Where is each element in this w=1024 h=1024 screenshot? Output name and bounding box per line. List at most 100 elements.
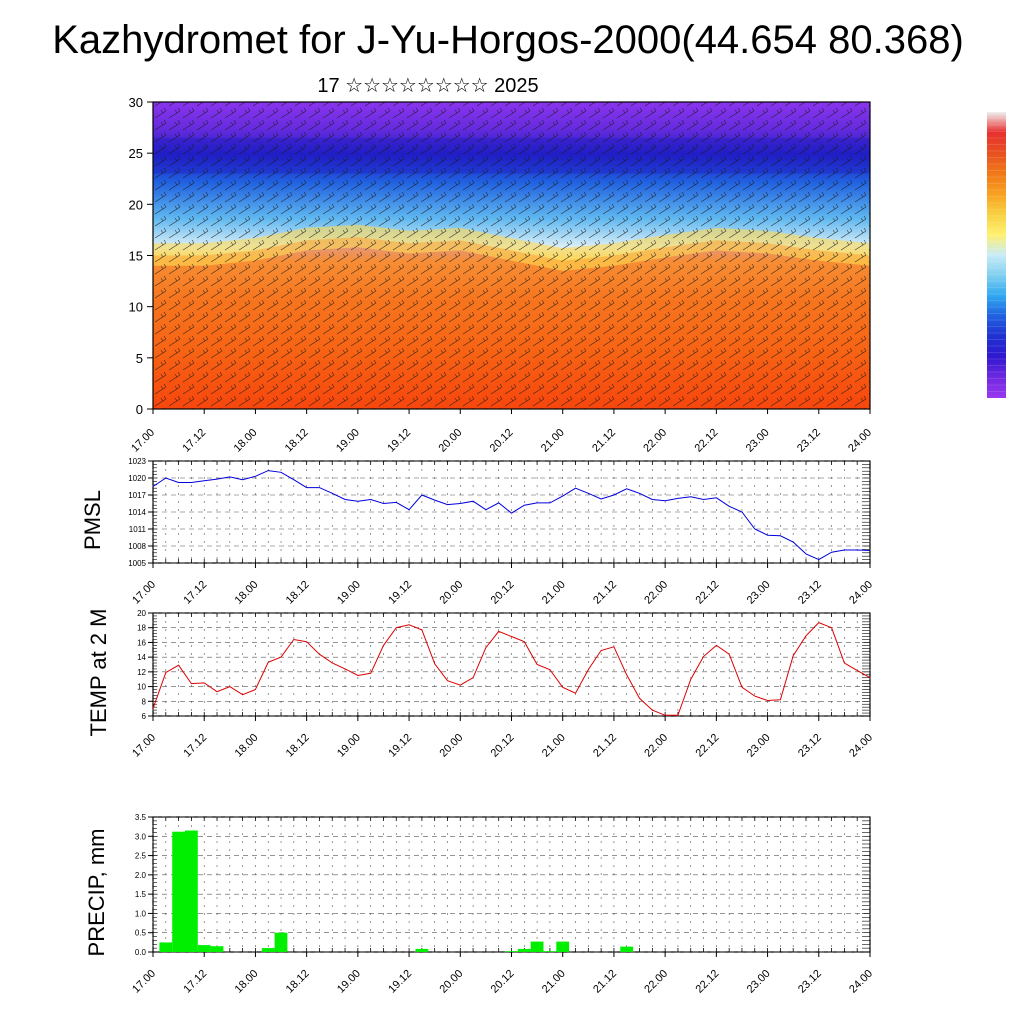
- x-tick-label: 23.00: [744, 427, 772, 455]
- y-axis-label: PRECIP, mm: [84, 829, 109, 957]
- x-tick-label: 20.12: [489, 968, 517, 996]
- x-tick-label: 23.00: [745, 579, 773, 607]
- cross-section-field: [153, 102, 870, 409]
- x-tick-label: 23.12: [796, 968, 824, 996]
- colorbar-strip: [987, 112, 1006, 398]
- y-tick-label: 1.5: [135, 890, 147, 899]
- precip-bar: [517, 948, 531, 952]
- y-tick-label: 0: [136, 402, 143, 417]
- precip-bar: [415, 948, 429, 952]
- y-tick-label: 0.0: [135, 948, 147, 957]
- precip-bar: [620, 946, 634, 952]
- y-tick-label: 2.5: [135, 852, 147, 861]
- x-tick-label: 21.00: [540, 732, 568, 760]
- precip-bar: [556, 941, 570, 952]
- precip-bar: [210, 946, 224, 952]
- y-tick-label: 1.0: [135, 909, 147, 918]
- y-tick-label: 30: [129, 95, 143, 110]
- x-tick-label: 23.00: [745, 732, 773, 760]
- y-tick-label: 14: [137, 653, 146, 662]
- x-tick-label: 24.00: [847, 968, 875, 996]
- colorbar: [987, 112, 1006, 398]
- x-tick-label: 17.00: [130, 579, 158, 607]
- y-axis-label: TEMP at 2 M: [86, 609, 111, 737]
- x-tick-label: 18.00: [232, 427, 260, 455]
- y-tick-label: 18: [137, 624, 146, 633]
- x-tick-label: 17.00: [129, 427, 157, 455]
- precip-bar: [530, 941, 544, 952]
- page-title: Kazhydromet for J-Yu-Horgos-2000(44.654 …: [52, 18, 964, 62]
- x-tick-label: 19.00: [335, 968, 363, 996]
- x-tick-label: 21.00: [540, 579, 568, 607]
- x-tick-label: 17.00: [130, 968, 158, 996]
- y-tick-label: 3.5: [135, 813, 147, 822]
- x-tick-label: 18.00: [233, 968, 261, 996]
- y-tick-label: 16: [137, 638, 146, 647]
- y-tick-label: 10: [137, 683, 146, 692]
- precipitation-panel: 0.0 0.5 1.0 1.5 2.0 2.5 3.0 3.5 17.00 17.12 18.00 1…: [84, 813, 875, 996]
- y-axis-label: PMSL: [80, 490, 105, 550]
- cross-section-panel: 0 5 10 15 20 25 30 17.00 17.12 18.00 18.12 19.00 19.…: [129, 95, 875, 455]
- precip-bar: [172, 831, 185, 952]
- x-tick-label: 17.12: [181, 968, 209, 996]
- y-tick-label: 1011: [129, 525, 147, 534]
- x-tick-label: 19.00: [335, 579, 363, 607]
- y-tick-label: 1017: [128, 491, 146, 500]
- x-tick-label: 18.12: [284, 732, 312, 760]
- precip-bar: [197, 945, 211, 952]
- x-tick-label: 20.00: [437, 968, 465, 996]
- y-tick-label: 1023: [128, 457, 146, 466]
- x-tick-label: 17.12: [181, 732, 209, 760]
- x-tick-label: 20.12: [488, 427, 516, 455]
- y-tick-label: 1014: [128, 508, 146, 517]
- page-subtitle: 17 ☆☆☆☆☆☆☆☆ 2025: [317, 75, 539, 97]
- y-tick-label: 10: [129, 300, 143, 315]
- x-tick-label: 19.12: [386, 732, 414, 760]
- y-tick-label: 1020: [128, 474, 146, 483]
- y-tick-label: 3.0: [135, 832, 147, 841]
- x-tick-label: 23.12: [796, 579, 824, 607]
- x-tick-label: 22.00: [642, 579, 670, 607]
- pmsl-panel: 1005 1008 1011 1014 1017 1020 1023 17.00 17.12 18…: [80, 457, 875, 607]
- y-tick-label: 15: [129, 249, 143, 264]
- x-tick-label: 18.12: [284, 968, 312, 996]
- x-tick-label: 17.12: [180, 427, 208, 455]
- x-tick-label: 21.12: [591, 579, 619, 607]
- x-tick-label: 23.12: [796, 732, 824, 760]
- y-tick-label: 0.5: [135, 929, 147, 938]
- y-tick-label: 8: [142, 697, 147, 706]
- x-tick-label: 21.12: [591, 732, 619, 760]
- y-tick-label: 20: [137, 609, 146, 618]
- y-tick-label: 2.0: [135, 871, 147, 880]
- x-tick-label: 18.00: [233, 732, 261, 760]
- plot-frame: [152, 816, 871, 953]
- wind-barbs: [153, 102, 870, 409]
- x-tick-label: 18.00: [233, 579, 261, 607]
- precip-bar: [159, 942, 173, 952]
- x-tick-label: 19.00: [335, 732, 363, 760]
- x-tick-label: 20.00: [437, 732, 465, 760]
- y-tick-label: 12: [137, 668, 146, 677]
- x-tick-label: 20.12: [489, 732, 517, 760]
- precip-bar: [185, 830, 198, 952]
- x-tick-label: 21.00: [539, 427, 567, 455]
- y-tick-label: 5: [136, 351, 143, 366]
- temperature-line: [152, 622, 871, 716]
- y-tick-label: 25: [129, 146, 143, 161]
- precip-bar: [505, 951, 518, 952]
- x-tick-label: 19.12: [386, 968, 414, 996]
- x-tick-label: 20.00: [437, 579, 465, 607]
- x-tick-label: 22.12: [694, 579, 722, 607]
- x-tick-label: 23.12: [795, 427, 823, 455]
- x-tick-label: 22.12: [694, 732, 722, 760]
- y-tick-label: 1005: [128, 559, 146, 568]
- x-tick-label: 22.00: [642, 732, 670, 760]
- x-tick-label: 22.12: [693, 427, 721, 455]
- precip-bar: [543, 951, 557, 952]
- temperature-panel: 6 8 10 12 14 16 18 20 17.00 17.12 18.00 18.12 19.00 1…: [86, 609, 875, 760]
- x-tick-label: 24.00: [847, 579, 875, 607]
- x-tick-label: 22.12: [694, 968, 722, 996]
- x-tick-label: 20.12: [489, 579, 517, 607]
- x-tick-label: 21.00: [540, 968, 568, 996]
